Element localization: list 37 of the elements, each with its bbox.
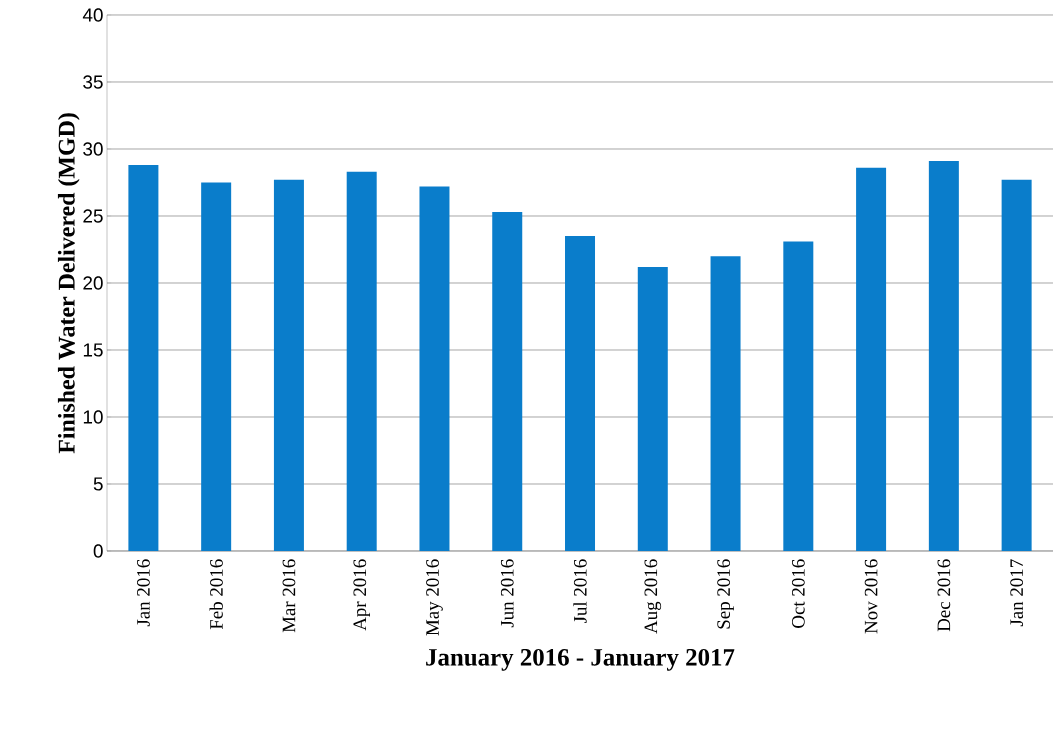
bar [637,266,668,551]
y-tick-label: 40 [82,8,103,22]
x-tick-label: Apr 2016 [353,559,371,631]
y-tick-label: 10 [83,410,103,424]
bar [419,186,450,551]
bar [565,236,596,551]
x-tick-label: May 2016 [426,559,443,636]
y-tick-label: 30 [83,142,103,156]
y-tick-label: 20 [83,276,103,290]
x-tick-label: Feb 2016 [209,559,223,630]
y-tick-label: 25 [83,209,103,223]
x-tick-label: Jul 2016 [573,559,587,624]
x-tick-label: Dec 2016 [937,559,951,632]
bar [492,211,523,551]
bar [273,179,304,551]
x-tick-label: Aug 2016 [644,559,662,634]
bar [1001,179,1032,551]
x-tick-label: Jan 2016 [137,559,150,627]
x-tick-label: Mar 2016 [282,559,296,633]
x-tick-label: Jun 2016 [500,559,514,628]
y-tick-label: 35 [83,75,103,89]
x-tick-label: Sep 2016 [717,559,734,629]
x-tick-label: Jan 2017 [1010,559,1024,627]
bar [783,241,814,551]
bar [346,171,377,551]
bar [201,182,232,551]
x-tick-label: Oct 2016 [791,559,805,628]
y-tick-label: 15 [83,343,103,357]
y-axis-title: Finished Water Delivered (MGD) [57,113,80,454]
y-tick-label: 5 [93,477,103,491]
x-axis-title: January 2016 - January 2017 [426,648,735,671]
bar [928,161,959,551]
y-tick-label: 0 [93,544,103,558]
bar [856,167,887,551]
bar [128,165,159,551]
x-tick-label: Nov 2016 [864,559,878,634]
bar [710,256,741,551]
